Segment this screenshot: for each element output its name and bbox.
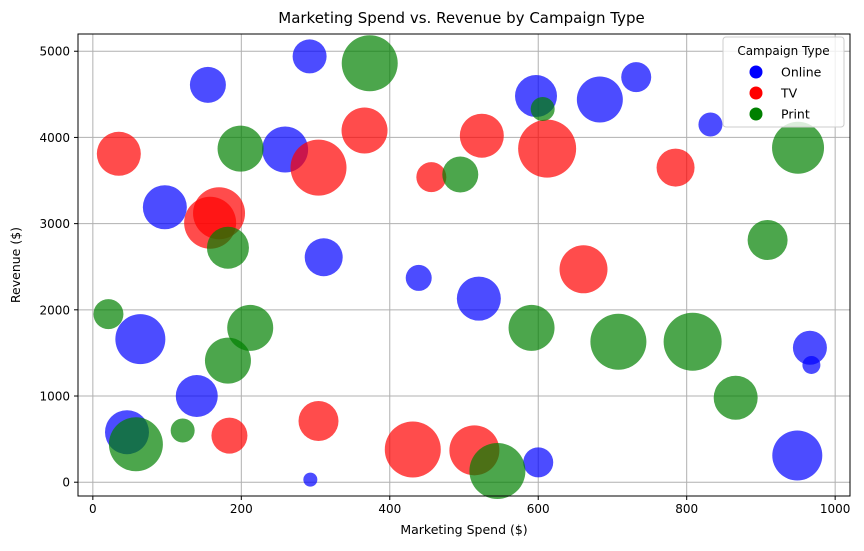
point-online (621, 62, 652, 93)
legend: Campaign Type Online TV Print (722, 36, 845, 128)
point-tv (559, 245, 608, 294)
point-print (227, 304, 274, 351)
axis-ticks: 0 200 400 600 800 1000 0 1000 2000 3000 4000 5000 (39, 45, 850, 516)
point-online (405, 264, 432, 291)
point-online (792, 330, 827, 365)
y-axis-label: Revenue ($) (8, 227, 23, 303)
point-online (523, 447, 554, 478)
point-print (341, 35, 398, 92)
point-tv (341, 107, 388, 154)
point-online (304, 238, 343, 277)
legend-label-online: Online (781, 65, 822, 80)
point-online (189, 66, 226, 103)
legend-marker-online (749, 65, 763, 79)
x-tick-label: 800 (675, 502, 698, 516)
point-online (292, 39, 327, 74)
plot-area-frame (77, 33, 851, 497)
point-tv (211, 417, 248, 454)
x-tick-label: 0 (89, 502, 97, 516)
legend-label-tv: TV (780, 86, 798, 101)
point-online (772, 430, 823, 481)
point-print (204, 337, 251, 384)
point-print (590, 313, 647, 370)
point-online (456, 276, 501, 321)
point-print (170, 418, 195, 443)
point-online (142, 185, 187, 230)
legend-box (722, 36, 845, 128)
legend-marker-print (749, 107, 763, 121)
y-tick-label: 3000 (39, 217, 70, 231)
point-tv (416, 162, 447, 193)
point-tv (96, 131, 141, 176)
point-tv (384, 421, 441, 478)
legend-label-print: Print (781, 107, 810, 122)
x-tick-label: 200 (230, 502, 253, 516)
legend-title: Campaign Type (737, 44, 829, 58)
point-print (747, 220, 788, 261)
y-tick-label: 4000 (39, 131, 70, 145)
point-print (442, 156, 479, 193)
point-print (108, 417, 163, 472)
legend-marker-tv (749, 86, 763, 100)
y-tick-label: 5000 (39, 45, 70, 59)
point-tv (459, 113, 504, 158)
y-tick-label: 0 (62, 476, 70, 490)
chart-title: Marketing Spend vs. Revenue by Campaign … (278, 9, 645, 27)
point-tv (518, 119, 577, 178)
x-tick-label: 600 (527, 502, 550, 516)
x-tick-label: 1000 (820, 502, 851, 516)
point-print (530, 96, 555, 121)
point-tv (656, 148, 695, 187)
point-online (303, 472, 318, 487)
point-print (93, 299, 124, 330)
y-tick-label: 1000 (39, 390, 70, 404)
point-print (663, 312, 722, 371)
point-online (576, 76, 623, 123)
point-print (772, 121, 825, 174)
y-tick-label: 2000 (39, 303, 70, 317)
point-print (206, 226, 249, 269)
x-tick-label: 400 (378, 502, 401, 516)
legend-items: Online TV Print (749, 65, 822, 122)
x-axis-label: Marketing Spend ($) (400, 522, 527, 537)
point-print (713, 375, 758, 420)
point-tv (298, 401, 339, 442)
point-print (508, 304, 555, 351)
point-online (802, 355, 821, 374)
point-online (175, 375, 218, 418)
point-print (217, 125, 264, 172)
point-online (698, 112, 723, 137)
point-tv (290, 139, 347, 196)
point-online (115, 314, 166, 365)
data-points (93, 35, 827, 500)
point-print (469, 443, 526, 500)
